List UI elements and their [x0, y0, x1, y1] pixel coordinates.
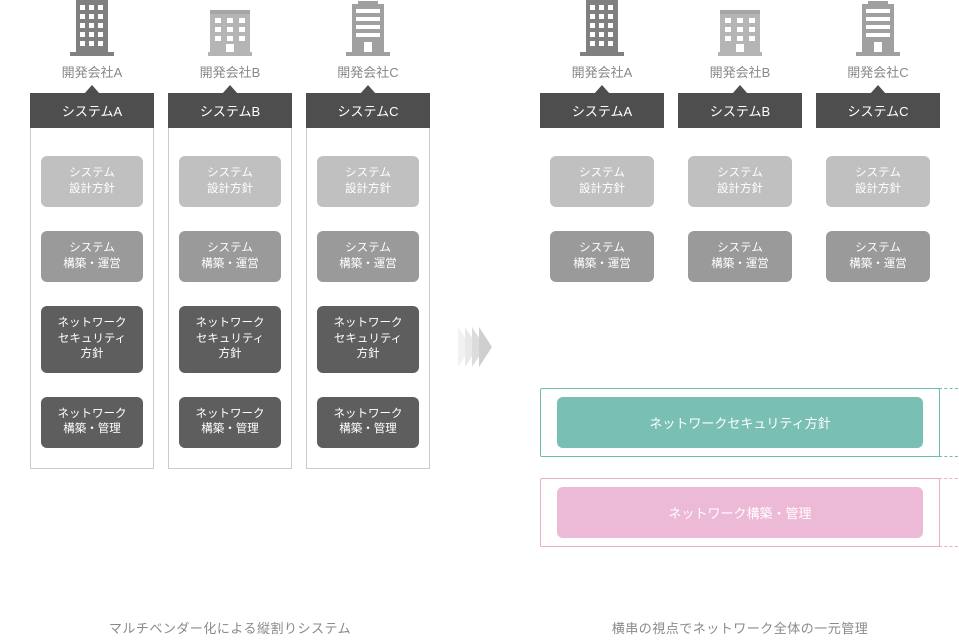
- block-design: システム 設計方針: [826, 156, 930, 207]
- block-netsec: ネットワーク セキュリティ 方針: [41, 306, 143, 373]
- building-icon: [856, 0, 900, 56]
- right-panel: 開発会社A システムA システム 設計方針 システム 構築・運営 開発会社B シ…: [540, 0, 940, 302]
- right-col-a: 開発会社A システムA システム 設計方針 システム 構築・運営: [540, 0, 664, 302]
- block-design: システム 設計方針: [179, 156, 281, 207]
- band-network-mgmt: ネットワーク構築・管理: [540, 478, 940, 547]
- block-netsec: ネットワーク セキュリティ 方針: [317, 306, 419, 373]
- left-col-c: 開発会社C システムC システム 設計方針 システム 構築・運営 ネットワーク …: [306, 0, 430, 469]
- right-col-b: 開発会社B システムB システム 設計方針 システム 構築・運営: [678, 0, 802, 302]
- transition-arrow-icon: [458, 327, 486, 367]
- building-icon: [208, 0, 252, 56]
- system-header: システムA: [30, 93, 154, 128]
- system-header: システムB: [678, 93, 802, 128]
- block-design: システム 設計方針: [688, 156, 792, 207]
- block-netsec: ネットワーク セキュリティ 方針: [179, 306, 281, 373]
- left-col-b: 開発会社B システムB システム 設計方針 システム 構築・運営 ネットワーク …: [168, 0, 292, 469]
- company-label: 開発会社A: [62, 62, 123, 81]
- system-body: システム 設計方針 システム 構築・運営 ネットワーク セキュリティ 方針 ネッ…: [30, 128, 154, 469]
- block-design: システム 設計方針: [41, 156, 143, 207]
- system-header: システムB: [168, 93, 292, 128]
- block-design: システム 設計方針: [317, 156, 419, 207]
- left-caption: マルチベンダー化による縦割りシステム: [30, 618, 430, 637]
- system-body: システム 設計方針 システム 構築・運営: [540, 128, 664, 302]
- block-netmgmt: ネットワーク 構築・管理: [317, 397, 419, 448]
- band-label: ネットワーク構築・管理: [557, 487, 923, 538]
- system-header: システムC: [306, 93, 430, 128]
- system-body: システム 設計方針 システム 構築・運営: [678, 128, 802, 302]
- company-label: 開発会社A: [572, 62, 633, 81]
- system-header: システムA: [540, 93, 664, 128]
- system-body: システム 設計方針 システム 構築・運営 ネットワーク セキュリティ 方針 ネッ…: [168, 128, 292, 469]
- company-label: 開発会社B: [200, 62, 261, 81]
- company-label: 開発会社C: [847, 62, 908, 81]
- block-build: システム 構築・運営: [826, 231, 930, 282]
- system-body: システム 設計方針 システム 構築・運営 ネットワーク セキュリティ 方針 ネッ…: [306, 128, 430, 469]
- band-label: ネットワークセキュリティ方針: [557, 397, 923, 448]
- right-columns: 開発会社A システムA システム 設計方針 システム 構築・運営 開発会社B シ…: [540, 0, 940, 302]
- building-icon: [580, 0, 624, 56]
- block-build: システム 構築・運営: [317, 231, 419, 282]
- building-icon: [70, 0, 114, 56]
- company-label: 開発会社C: [337, 62, 398, 81]
- block-netmgmt: ネットワーク 構築・管理: [179, 397, 281, 448]
- right-caption: 横串の視点でネットワーク全体の一元管理: [540, 618, 940, 637]
- block-design: システム 設計方針: [550, 156, 654, 207]
- block-build: システム 構築・運営: [179, 231, 281, 282]
- system-body: システム 設計方針 システム 構築・運営: [816, 128, 940, 302]
- system-header: システムC: [816, 93, 940, 128]
- left-panel: 開発会社A システムA システム 設計方針 システム 構築・運営 ネットワーク …: [30, 0, 430, 469]
- right-col-c: 開発会社C システムC システム 設計方針 システム 構築・運営: [816, 0, 940, 302]
- left-col-a: 開発会社A システムA システム 設計方針 システム 構築・運営 ネットワーク …: [30, 0, 154, 469]
- left-columns: 開発会社A システムA システム 設計方針 システム 構築・運営 ネットワーク …: [30, 0, 430, 469]
- block-build: システム 構築・運営: [688, 231, 792, 282]
- building-icon: [718, 0, 762, 56]
- building-icon: [346, 0, 390, 56]
- band-network-security: ネットワークセキュリティ方針: [540, 388, 940, 457]
- block-build: システム 構築・運営: [41, 231, 143, 282]
- block-netmgmt: ネットワーク 構築・管理: [41, 397, 143, 448]
- block-build: システム 構築・運営: [550, 231, 654, 282]
- company-label: 開発会社B: [710, 62, 771, 81]
